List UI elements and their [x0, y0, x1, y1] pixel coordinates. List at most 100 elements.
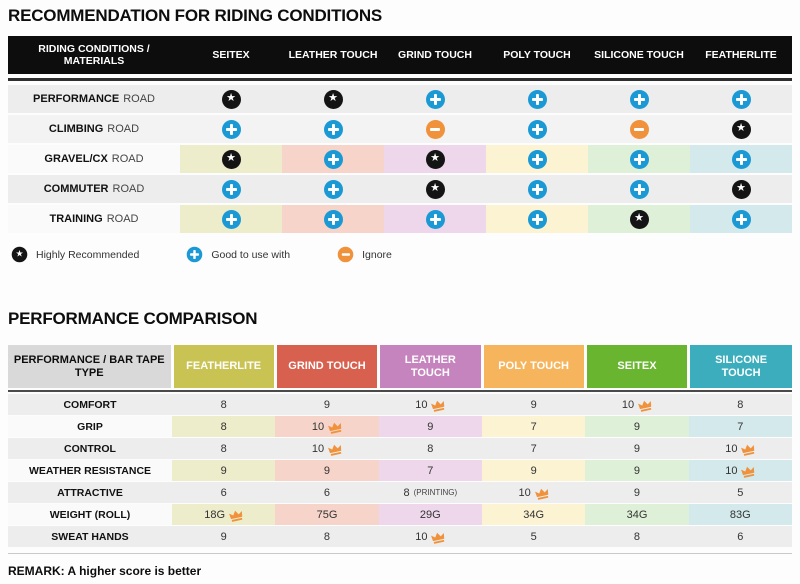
performance-cell: 18G — [172, 504, 276, 525]
riding-cell — [282, 205, 384, 233]
performance-row: COMFORT 8 9 10 9 10 8 — [8, 394, 792, 415]
legend-item-star: ★ Highly Recommended — [10, 245, 139, 264]
performance-cell: 8 — [585, 526, 689, 547]
riding-cell — [486, 205, 588, 233]
performance-header-col: POLY TOUCH — [483, 345, 584, 388]
performance-cell: 8 — [172, 416, 276, 437]
score-value: 10 — [415, 398, 428, 411]
performance-header-col: SEITEX — [586, 345, 688, 388]
plus-icon — [323, 179, 343, 199]
score-value: 8 — [323, 530, 331, 543]
riding-row-label: PERFORMANCE ROAD — [8, 85, 180, 113]
riding-cell — [180, 175, 282, 203]
performance-cell: 5 — [688, 482, 792, 503]
performance-row-label: CONTROL — [8, 438, 172, 459]
star-icon: ★ — [425, 179, 445, 199]
riding-header-col: FEATHERLITE — [705, 49, 777, 61]
crown-icon — [741, 444, 755, 456]
score-value: 7 — [737, 420, 744, 433]
performance-cell: 9 — [275, 460, 379, 481]
riding-cell: ★ — [690, 175, 792, 203]
score-value: 9 — [220, 530, 227, 543]
riding-cell: ★ — [180, 85, 282, 113]
performance-cell: 8 — [688, 394, 792, 415]
performance-cell: 8 (PRINTING) — [378, 482, 482, 503]
performance-cell: 7 — [482, 438, 586, 459]
performance-row-label: SWEAT HANDS — [8, 526, 172, 547]
legend: ★ Highly Recommended Good to use with Ignor… — [10, 246, 792, 263]
performance-row: GRIP 8 10 9 7 9 7 — [8, 416, 792, 437]
riding-row-label-bold: PERFORMANCE — [33, 93, 120, 105]
riding-row-label-bold: COMMUTER — [43, 183, 109, 195]
riding-cell — [282, 175, 384, 203]
star-icon: ★ — [323, 89, 343, 109]
riding-cell — [180, 115, 282, 143]
score-value: 8 — [633, 530, 641, 543]
plus-icon — [323, 209, 343, 229]
score-value: 8 — [427, 442, 434, 455]
minus-icon — [629, 119, 649, 139]
performance-header-col: GRIND TOUCH — [276, 345, 378, 388]
star-icon: ★ — [11, 246, 28, 263]
performance-row-label: ATTRACTIVE — [8, 482, 172, 503]
score-value: 10 — [725, 464, 738, 477]
plus-icon — [527, 149, 547, 169]
score-value: 6 — [737, 530, 744, 543]
performance-row-label: GRIP — [8, 416, 172, 437]
score-value: 6 — [220, 486, 227, 499]
performance-cell: 34G — [482, 504, 586, 525]
score-value: 5 — [530, 530, 537, 543]
riding-row: GRAVEL/CX ROAD ★ ★ — [8, 145, 792, 173]
performance-cell: 5 — [482, 526, 586, 547]
riding-cell — [384, 205, 486, 233]
riding-row: COMMUTER ROAD ★ ★ — [8, 175, 792, 203]
star-icon: ★ — [221, 89, 241, 109]
score-value: 34G — [626, 508, 648, 521]
riding-row-label: GRAVEL/CX ROAD — [8, 145, 180, 173]
crown-icon — [431, 532, 445, 544]
score-value: 6 — [323, 486, 331, 499]
score-value: 8 — [220, 442, 227, 455]
crown-icon — [229, 510, 243, 522]
riding-cell: ★ — [282, 85, 384, 113]
remark: REMARK: A higher score is better — [8, 564, 202, 578]
score-value: 9 — [633, 464, 641, 477]
section1-title: RECOMMENDATION FOR RIDING CONDITIONS — [8, 6, 383, 25]
score-value: 8 — [220, 398, 227, 411]
riding-cell — [588, 175, 690, 203]
plus-icon — [527, 89, 547, 109]
riding-cell: ★ — [384, 145, 486, 173]
score-value: 5 — [737, 486, 744, 499]
performance-cell: 83G — [688, 504, 792, 525]
performance-header-col: SILICONE TOUCH — [690, 345, 792, 388]
plus-icon — [187, 246, 203, 263]
performance-row: WEATHER RESISTANCE 9 9 7 9 9 10 — [8, 460, 792, 481]
score-value: 10 — [415, 530, 428, 543]
performance-cell: 8 — [378, 438, 482, 459]
plus-icon — [629, 179, 649, 199]
performance-cell: 10 — [688, 460, 792, 481]
star-icon: ★ — [731, 179, 751, 199]
star-icon: ★ — [629, 209, 649, 229]
riding-cell — [384, 85, 486, 113]
plus-icon — [221, 119, 241, 139]
score-value: 9 — [427, 420, 434, 433]
score-value: 29G — [419, 508, 441, 521]
riding-cell — [486, 175, 588, 203]
score-value: 10 — [725, 442, 738, 455]
riding-cell — [588, 145, 690, 173]
header-divider — [8, 390, 792, 392]
performance-cell: 10 — [378, 526, 482, 547]
riding-cell: ★ — [384, 175, 486, 203]
performance-row: ATTRACTIVE 6 6 8 (PRINTING) 10 9 5 — [8, 482, 792, 503]
riding-header-col: SEITEX — [212, 49, 250, 61]
performance-cell: 9 — [172, 460, 276, 481]
score-value: 8 — [403, 486, 410, 499]
performance-cell: 9 — [585, 416, 689, 437]
plus-icon — [425, 89, 445, 109]
crown-icon — [328, 422, 342, 434]
legend-label: Highly Recommended — [36, 248, 140, 261]
performance-table-body: COMFORT 8 9 10 9 10 8 GRIP 8 10 9 7 9 7 CONTROL 8 10 8 7 9 1… — [8, 394, 792, 547]
performance-row-label: WEATHER RESISTANCE — [8, 460, 172, 481]
performance-cell: 9 — [482, 394, 586, 415]
